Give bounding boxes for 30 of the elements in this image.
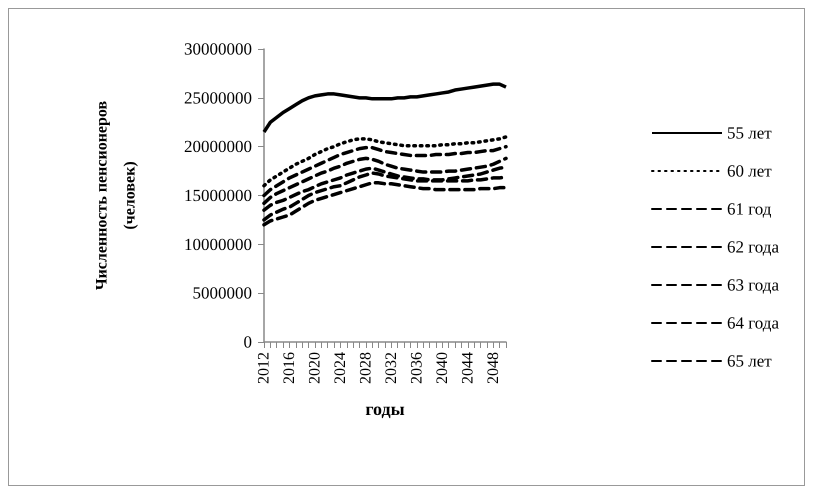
x-tick-label: 2036	[408, 352, 426, 384]
legend-label: 60 лет	[726, 162, 772, 180]
line-series	[262, 82, 508, 134]
x-tick-label: 2044	[459, 352, 476, 384]
x-tick-label: 2016	[280, 352, 298, 384]
legend-label: 64 года	[726, 314, 780, 332]
legend-label: 61 год	[726, 200, 772, 218]
legend-label: 55 лет	[726, 124, 772, 142]
x-tick-label: 2028	[357, 352, 374, 384]
legend-label: 65 лет	[726, 352, 772, 370]
legend-label: 63 года	[726, 276, 780, 294]
line-series	[262, 144, 508, 198]
y-tick-label: 25000000	[184, 88, 252, 108]
y-tick-label: 10000000	[184, 234, 252, 254]
y-tick-label: 15000000	[184, 186, 252, 205]
line-series	[262, 156, 508, 206]
legend-label: 62 года	[726, 238, 780, 256]
y-tick-label: 5000000	[192, 284, 252, 303]
x-tick-label: 2040	[434, 352, 451, 384]
y-tick-label: 0	[244, 332, 252, 352]
line-series	[262, 135, 508, 188]
x-axis-title: годы	[365, 399, 405, 419]
x-tick-label: 2048	[484, 352, 502, 384]
x-tick-label: 2024	[332, 352, 349, 384]
y-tick-label: 20000000	[184, 137, 252, 156]
x-tick-label: 2032	[382, 352, 400, 384]
y-axis-title: Численность пенсионеров (человек)	[94, 100, 138, 290]
x-tick-label: 2020	[306, 352, 324, 384]
x-tick-label: 2012	[256, 352, 272, 384]
y-tick-label: 30000000	[184, 40, 252, 58]
